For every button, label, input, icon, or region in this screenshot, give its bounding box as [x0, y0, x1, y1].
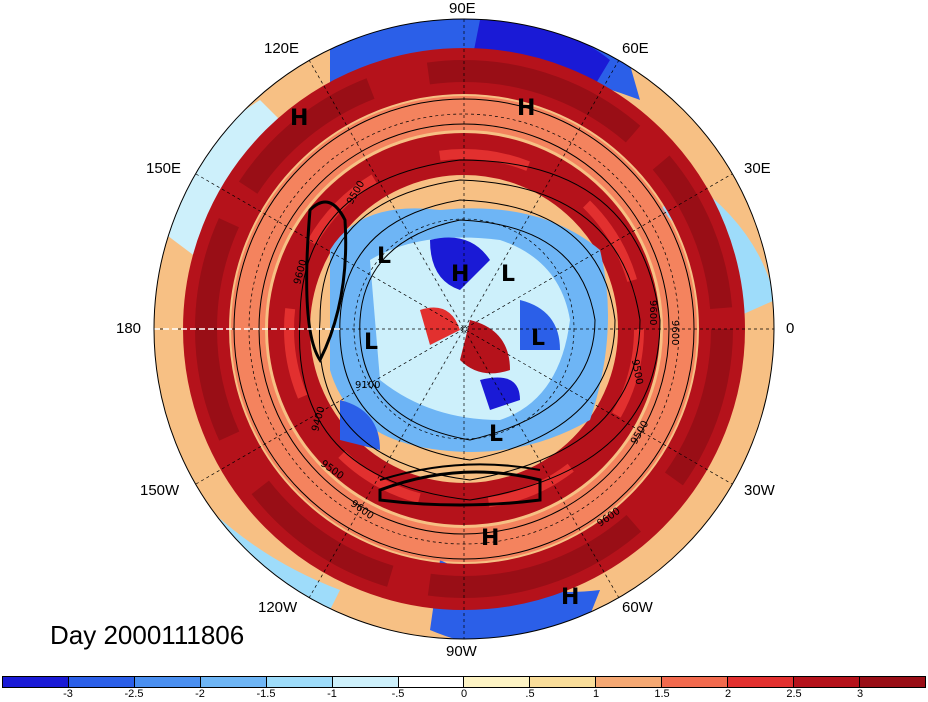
high-center-marker: H [561, 585, 580, 610]
lon-label-30w: 30W [744, 482, 775, 499]
lon-label-150e: 150E [146, 160, 182, 177]
colorbar-tick-label: 2 [724, 688, 732, 700]
lon-label-180: 180 [116, 320, 142, 337]
lon-label-150w: 150W [140, 482, 180, 499]
low-center-marker: L [489, 422, 504, 447]
lon-label-60e: 60E [622, 40, 649, 57]
map-title: Day 2000111806 [50, 620, 245, 650]
lon-label-90e: 90E [449, 0, 476, 17]
colorbar-tick-label: -2 [195, 688, 205, 700]
colorbar-tick-label: 0 [460, 688, 468, 700]
colorbar-swatch [3, 677, 69, 687]
high-center-marker: H [481, 526, 500, 551]
colorbar-tick-label: 3 [856, 688, 864, 700]
low-center-marker: L [501, 262, 516, 287]
colorbar [2, 676, 926, 688]
colorbar-swatch [859, 677, 925, 687]
colorbar-swatch [794, 677, 860, 687]
contour-label: 9500 [629, 359, 644, 386]
colorbar-tick-label: -2.5 [124, 688, 144, 700]
lon-label-30e: 30E [744, 160, 771, 177]
colorbar-tick-label: -3 [63, 688, 73, 700]
colorbar-swatch [332, 677, 399, 687]
colorbar-swatch [200, 677, 267, 687]
low-center-marker: L [377, 244, 392, 269]
colorbar-tick-label: 1 [592, 688, 600, 700]
colorbar-tick-label: 2.5 [786, 688, 802, 700]
colorbar-swatch [266, 677, 333, 687]
low-center-marker: L [531, 326, 546, 351]
contour-label: 9100 [355, 380, 380, 391]
colorbar-swatch [662, 677, 729, 687]
contour-label: 9600 [669, 320, 680, 345]
high-center-marker: H [517, 96, 536, 121]
lon-label-120w: 120W [258, 599, 298, 616]
colorbar-tick-label: -1.5 [256, 688, 276, 700]
map-boundary [153, 18, 775, 640]
colorbar-swatch [530, 677, 597, 687]
lon-label-120e: 120E [264, 40, 300, 57]
colorbar-swatch [134, 677, 201, 687]
colorbar-swatch [596, 677, 663, 687]
high-center-marker: H [451, 262, 470, 287]
colorbar-tick-label: -.5 [391, 688, 405, 700]
colorbar-tick-label: 1.5 [654, 688, 670, 700]
lon-label-60w: 60W [622, 599, 653, 616]
lon-label-90w: 90W [446, 643, 477, 660]
low-center-marker: L [364, 330, 379, 355]
colorbar-swatch [68, 677, 135, 687]
graticule [154, 19, 774, 639]
colorbar-swatch [728, 677, 795, 687]
contour-label: 9600 [647, 300, 658, 325]
colorbar-tick-label: -1 [327, 688, 337, 700]
colorbar-labels: -3 -2.5 -2 -1.5 -1 -.5 0 .5 1 1.5 2 2.5 3 [2, 688, 926, 702]
lon-label-0: 0 [786, 320, 795, 337]
high-center-marker: H [290, 106, 309, 131]
colorbar-swatch [464, 677, 531, 687]
colorbar-tick-label: .5 [525, 688, 535, 700]
colorbar-swatch [398, 677, 465, 687]
